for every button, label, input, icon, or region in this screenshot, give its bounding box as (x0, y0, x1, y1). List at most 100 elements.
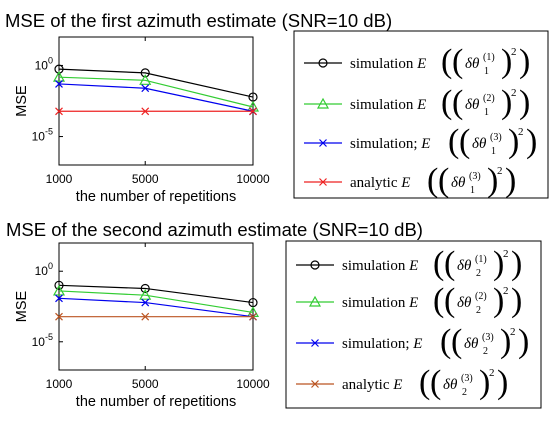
legend-paren-open: ( (433, 245, 444, 282)
legend-math-superscript: (3) (490, 132, 502, 143)
data-point (55, 312, 63, 321)
legend-paren-close-inner: ) (501, 43, 512, 80)
legend-math-delta: δθ (465, 56, 480, 72)
x-tick-label: 10000 (236, 377, 270, 391)
legend-label: simulation E (342, 258, 418, 274)
legend-math-E: E (400, 175, 410, 191)
y-tick-exponent: 0 (48, 261, 53, 271)
legend-math-superscript: (3) (469, 171, 481, 182)
legend-math-square: 2 (489, 367, 495, 379)
legend-entry-2: simulation E((δθ (2)2)2) (296, 282, 522, 319)
data-point (249, 312, 257, 321)
y-tick-base: 10 (32, 335, 46, 349)
data-point (141, 107, 150, 116)
chart-title: MSE of the first azimuth estimate (SNR=1… (5, 10, 392, 31)
legend-paren-close: ) (519, 43, 530, 80)
legend-label: simulation; E (342, 336, 422, 352)
legend-math-square: 2 (503, 248, 509, 260)
legend-marker (319, 178, 327, 186)
legend-entry-3: simulation; E((δθ (3)2)2) (296, 323, 529, 360)
legend-entry-1: simulation E((δθ (1)2)2) (296, 245, 522, 282)
legend-math-delta: δθ (472, 136, 487, 152)
x-tick-label: 5000 (132, 377, 159, 391)
legend-math-E: E (420, 136, 430, 152)
legend-marker (310, 260, 320, 270)
legend-math-delta: δθ (465, 97, 480, 113)
legend-math-delta: δθ (457, 295, 472, 311)
legend-entry-4: analytic E((δθ (3)2)2) (296, 364, 508, 401)
y-tick-label: 100 (35, 261, 53, 278)
legend-math-square: 2 (518, 126, 524, 138)
legend-math-subscript: 2 (462, 387, 467, 398)
legend-label: simulation; E (350, 136, 430, 152)
y-tick-exponent: 0 (48, 55, 53, 65)
legend-marker (319, 139, 327, 147)
legend-paren-close-inner: ) (493, 245, 504, 282)
legend-series-name: analytic (350, 175, 401, 191)
legend-paren-open-inner: ( (452, 43, 463, 80)
legend-math-E: E (408, 258, 418, 274)
legend-math-superscript: (1) (475, 254, 487, 265)
legend-paren-open: ( (427, 162, 438, 199)
legend-paren-close: ) (511, 245, 522, 282)
chart-panel-2: MSE of the second azimuth estimate (SNR=… (6, 219, 542, 410)
legend-paren-open-inner: ( (459, 123, 470, 160)
legend-series-name: simulation (342, 295, 409, 311)
legend-label: simulation E (350, 56, 426, 72)
x-axis-label: the number of repetitions (76, 394, 236, 410)
data-point (249, 107, 257, 116)
legend-math-square: 2 (511, 87, 517, 99)
legend-marker (308, 295, 322, 307)
legend-math-square: 2 (497, 165, 503, 177)
legend-math-E: E (392, 377, 402, 393)
legend-paren-open-inner: ( (438, 162, 449, 199)
legend-math-square: 2 (511, 46, 517, 58)
legend-box (293, 30, 549, 199)
y-tick-label: 100 (35, 55, 53, 72)
legend-series-name: simulation; (342, 336, 413, 352)
legend-paren-close-inner: ) (487, 162, 498, 199)
legend-marker (311, 380, 319, 388)
legend-series-name: simulation (350, 97, 417, 113)
data-point (54, 280, 64, 290)
x-tick-label: 1000 (46, 377, 73, 391)
legend-paren-open: ( (419, 364, 430, 401)
x-axis-label: the number of repetitions (76, 189, 236, 205)
data-point (140, 68, 150, 78)
legend-entry-1: simulation E((δθ (1)1)2) (304, 43, 530, 80)
legend-math-E: E (416, 97, 426, 113)
legend-paren-open: ( (440, 323, 451, 360)
legend-entry-3: simulation; E((δθ (3)1)2) (304, 123, 537, 160)
y-axis-label: MSE (14, 290, 30, 322)
series-line-3 (58, 83, 254, 112)
legend-label: analytic E (350, 175, 410, 191)
chart-title: MSE of the second azimuth estimate (SNR=… (6, 219, 423, 240)
legend-marker (316, 97, 330, 109)
x-tick-label: 1000 (46, 172, 73, 186)
legend-paren-close: ) (497, 364, 508, 401)
legend-math-superscript: (3) (482, 332, 494, 343)
legend-label: simulation E (350, 97, 426, 113)
legend-paren-open-inner: ( (444, 245, 455, 282)
y-tick-base: 10 (32, 130, 46, 144)
legend-math-delta: δθ (464, 336, 479, 352)
legend-math-delta: δθ (457, 258, 472, 274)
legend-math-subscript: 1 (491, 146, 496, 157)
data-point (141, 84, 150, 93)
legend-entry-2: simulation E((δθ (2)1)2) (304, 84, 530, 121)
data-point (52, 284, 66, 296)
legend-series-name: analytic (342, 377, 393, 393)
axes-box (58, 242, 254, 371)
series-line-2 (58, 290, 254, 314)
legend-paren-open: ( (441, 43, 452, 80)
legend-paren-open-inner: ( (452, 84, 463, 121)
legend-paren-open: ( (448, 123, 459, 160)
x-tick-label: 10000 (236, 172, 270, 186)
legend-math-superscript: (2) (483, 93, 495, 104)
legend-paren-open-inner: ( (444, 282, 455, 319)
legend-paren-close: ) (526, 123, 537, 160)
legend-math-subscript: 1 (484, 66, 489, 77)
legend-math-delta: δθ (451, 175, 466, 191)
legend-math-E: E (416, 56, 426, 72)
data-point (141, 312, 150, 321)
